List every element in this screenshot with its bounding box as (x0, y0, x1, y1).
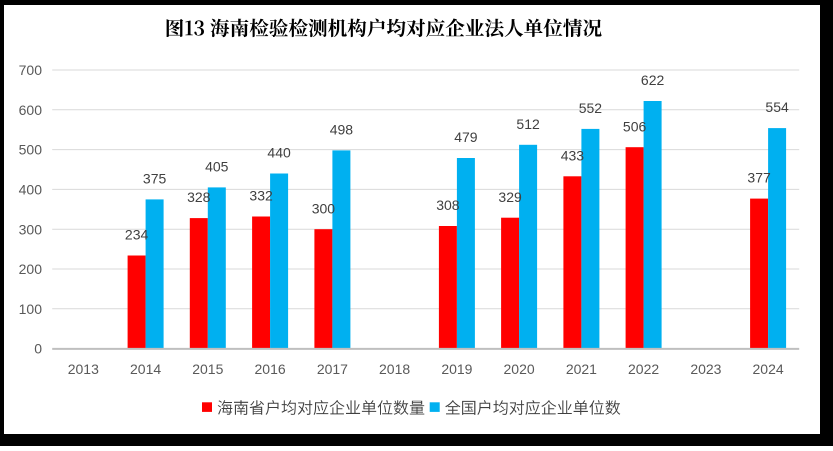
svg-text:234: 234 (125, 227, 149, 243)
svg-text:512: 512 (516, 116, 540, 132)
svg-text:2020: 2020 (504, 361, 535, 377)
svg-text:622: 622 (641, 72, 665, 88)
svg-text:2022: 2022 (628, 361, 659, 377)
svg-text:200: 200 (19, 261, 43, 277)
svg-text:506: 506 (623, 118, 647, 134)
svg-text:2016: 2016 (255, 361, 286, 377)
svg-text:332: 332 (249, 188, 273, 204)
svg-text:440: 440 (267, 145, 291, 161)
svg-text:308: 308 (436, 197, 460, 213)
svg-text:2013: 2013 (68, 361, 99, 377)
svg-text:329: 329 (498, 189, 522, 205)
svg-text:554: 554 (765, 99, 789, 115)
svg-text:2017: 2017 (317, 361, 348, 377)
svg-text:700: 700 (19, 62, 43, 78)
svg-text:600: 600 (19, 102, 43, 118)
svg-text:433: 433 (561, 147, 585, 163)
svg-text:328: 328 (187, 189, 211, 205)
svg-text:2018: 2018 (379, 361, 410, 377)
svg-text:2014: 2014 (130, 361, 161, 377)
svg-text:375: 375 (143, 171, 167, 187)
svg-text:300: 300 (19, 221, 43, 237)
svg-text:100: 100 (19, 301, 43, 317)
svg-text:479: 479 (454, 129, 478, 145)
svg-text:300: 300 (312, 200, 336, 216)
svg-text:500: 500 (19, 142, 43, 158)
svg-text:2021: 2021 (566, 361, 597, 377)
svg-text:0: 0 (34, 341, 42, 357)
svg-text:498: 498 (330, 122, 354, 138)
svg-text:2024: 2024 (753, 361, 784, 377)
svg-text:2023: 2023 (690, 361, 721, 377)
svg-text:400: 400 (19, 182, 43, 198)
svg-text:2019: 2019 (441, 361, 472, 377)
svg-text:552: 552 (579, 100, 603, 116)
svg-text:405: 405 (205, 159, 229, 175)
svg-text:377: 377 (747, 170, 771, 186)
svg-text:2015: 2015 (192, 361, 223, 377)
